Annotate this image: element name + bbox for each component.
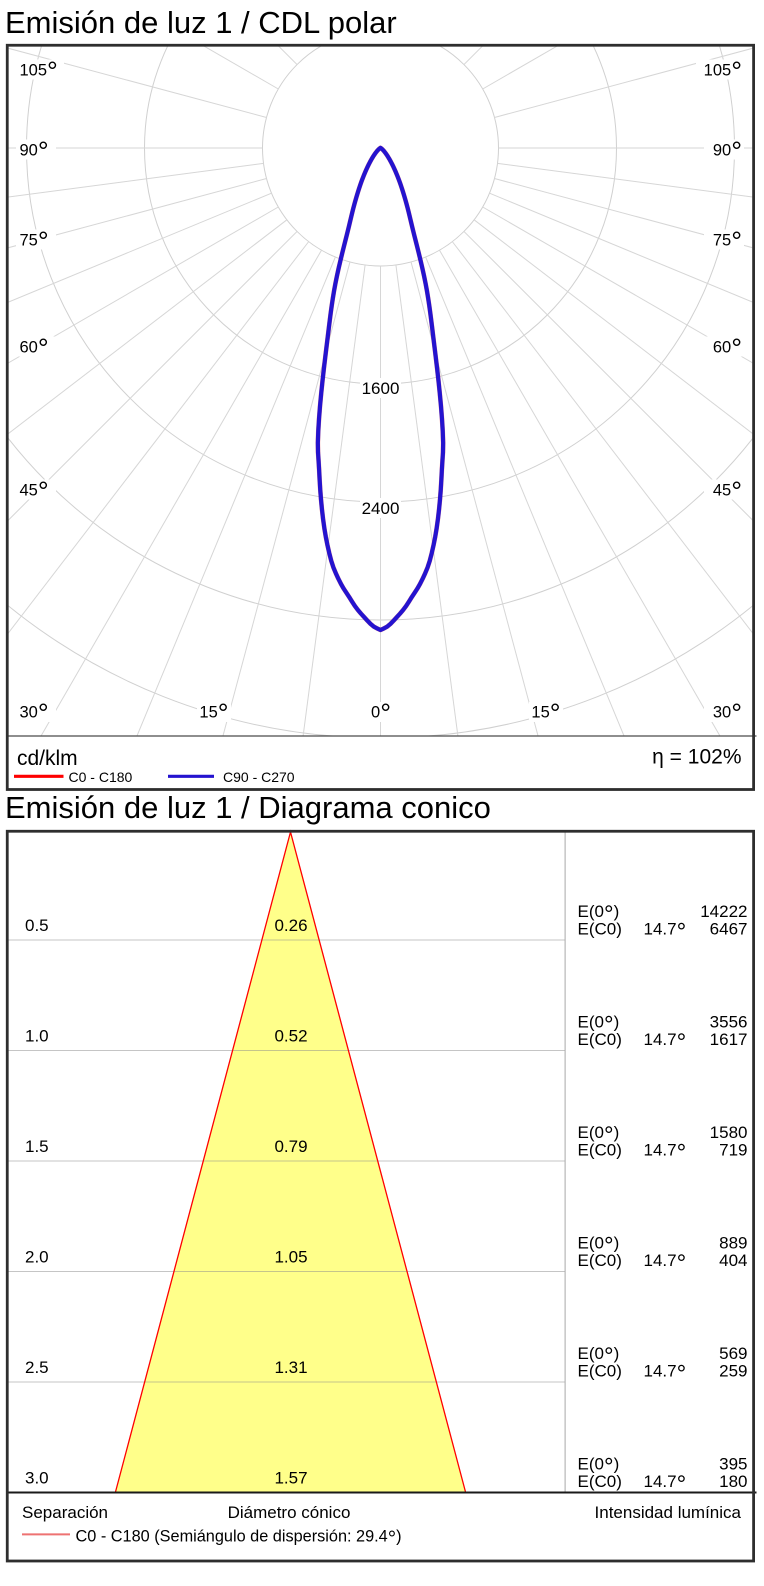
svg-text:η = 102%: η = 102% [652, 746, 741, 769]
svg-text:C0 - C180 (Semiángulo de dispe: C0 - C180 (Semiángulo de dispersión: 29.… [76, 1528, 402, 1551]
svg-text:Emisión de luz 1 / CDL polar: Emisión de luz 1 / CDL polar [5, 5, 397, 40]
svg-text:Diámetro cónico: Diámetro cónico [228, 1503, 351, 1522]
svg-text:cd/klm: cd/klm [17, 747, 78, 770]
svg-text:719: 719 [719, 1141, 747, 1160]
svg-text:Separación: Separación [22, 1503, 108, 1522]
svg-text:C90 - C270: C90 - C270 [223, 769, 295, 785]
svg-text:2400: 2400 [362, 499, 400, 518]
svg-text:1.5: 1.5 [25, 1137, 49, 1156]
svg-text:0.26: 0.26 [274, 916, 307, 935]
svg-text:0°: 0° [371, 699, 391, 729]
svg-text:259: 259 [719, 1362, 747, 1381]
svg-text:E(C0): E(C0) [578, 1030, 622, 1049]
svg-text:1.0: 1.0 [25, 1027, 49, 1046]
svg-text:1600: 1600 [362, 379, 400, 398]
svg-text:1.57: 1.57 [274, 1469, 307, 1488]
svg-text:1.05: 1.05 [274, 1248, 307, 1267]
svg-text:0.79: 0.79 [274, 1137, 307, 1156]
svg-text:3.0: 3.0 [25, 1469, 49, 1488]
svg-text:1.31: 1.31 [274, 1358, 307, 1377]
svg-text:0.5: 0.5 [25, 916, 49, 935]
svg-text:889: 889 [719, 1234, 747, 1253]
svg-text:6467: 6467 [710, 920, 748, 939]
svg-text:3556: 3556 [710, 1013, 748, 1032]
svg-text:180: 180 [719, 1472, 747, 1491]
svg-text:395: 395 [719, 1455, 747, 1474]
svg-text:2.0: 2.0 [25, 1248, 49, 1267]
svg-text:1617: 1617 [710, 1030, 748, 1049]
svg-text:2.5: 2.5 [25, 1358, 49, 1377]
svg-text:404: 404 [719, 1251, 747, 1270]
svg-text:E(C0): E(C0) [578, 920, 622, 939]
svg-text:Emisión de luz 1 / Diagrama co: Emisión de luz 1 / Diagrama conico [5, 790, 491, 825]
svg-text:E(C0): E(C0) [578, 1472, 622, 1491]
svg-text:1580: 1580 [710, 1123, 748, 1142]
svg-text:569: 569 [719, 1344, 747, 1363]
svg-text:C0 - C180: C0 - C180 [69, 769, 133, 785]
svg-text:14222: 14222 [700, 902, 747, 921]
svg-text:E(C0): E(C0) [578, 1141, 622, 1160]
svg-text:Intensidad lumínica: Intensidad lumínica [595, 1503, 742, 1522]
svg-text:E(C0): E(C0) [578, 1251, 622, 1270]
svg-text:E(C0): E(C0) [578, 1362, 622, 1381]
svg-text:0.52: 0.52 [274, 1027, 307, 1046]
